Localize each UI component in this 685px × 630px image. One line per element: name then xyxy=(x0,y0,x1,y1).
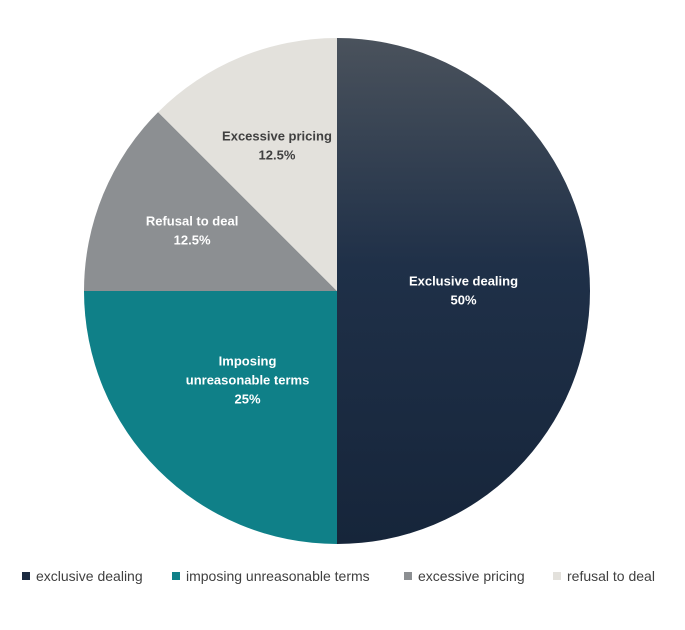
legend-label-0: exclusive dealing xyxy=(36,568,143,584)
pie-plot-area: Exclusive dealing 50% Imposing unreasonable… xyxy=(84,38,590,544)
legend-item-2: excessive pricing xyxy=(404,568,525,584)
pie-slice-refusal-to-deal xyxy=(84,112,337,291)
pie-slice-excessive-pricing xyxy=(158,38,337,291)
slice-name-label-0: Exclusive dealing xyxy=(409,274,518,289)
legend-swatch-3 xyxy=(553,572,561,580)
labels-layer: Exclusive dealing 50% Imposing unreasonable… xyxy=(146,129,518,407)
pie-slice-imposing-unreasonable-terms xyxy=(84,291,337,544)
slice-name-label-1: Imposing xyxy=(219,353,277,368)
pie-slice-exclusive-dealing xyxy=(337,38,590,544)
legend-label-2: excessive pricing xyxy=(418,568,525,584)
legend-swatch-1 xyxy=(172,572,180,580)
slice-name-label-3: Excessive pricing xyxy=(222,129,332,144)
slice-name-label-1: unreasonable terms xyxy=(186,372,310,387)
slice-value-label-1: 25% xyxy=(235,391,261,406)
slice-value-label-3: 12.5% xyxy=(259,148,296,163)
legend-swatch-2 xyxy=(404,572,412,580)
legend-swatch-0 xyxy=(22,572,30,580)
legend: exclusive dealing imposing unreasonable t… xyxy=(0,568,685,592)
legend-item-3: refusal to deal xyxy=(553,568,655,584)
legend-label-3: refusal to deal xyxy=(567,568,655,584)
slice-name-label-2: Refusal to deal xyxy=(146,213,238,228)
legend-label-1: imposing unreasonable terms xyxy=(186,568,370,584)
slice-value-label-0: 50% xyxy=(450,293,476,308)
legend-item-0: exclusive dealing xyxy=(22,568,143,584)
slice-value-label-2: 12.5% xyxy=(174,232,211,247)
legend-item-1: imposing unreasonable terms xyxy=(172,568,370,584)
slices-layer xyxy=(84,38,590,544)
